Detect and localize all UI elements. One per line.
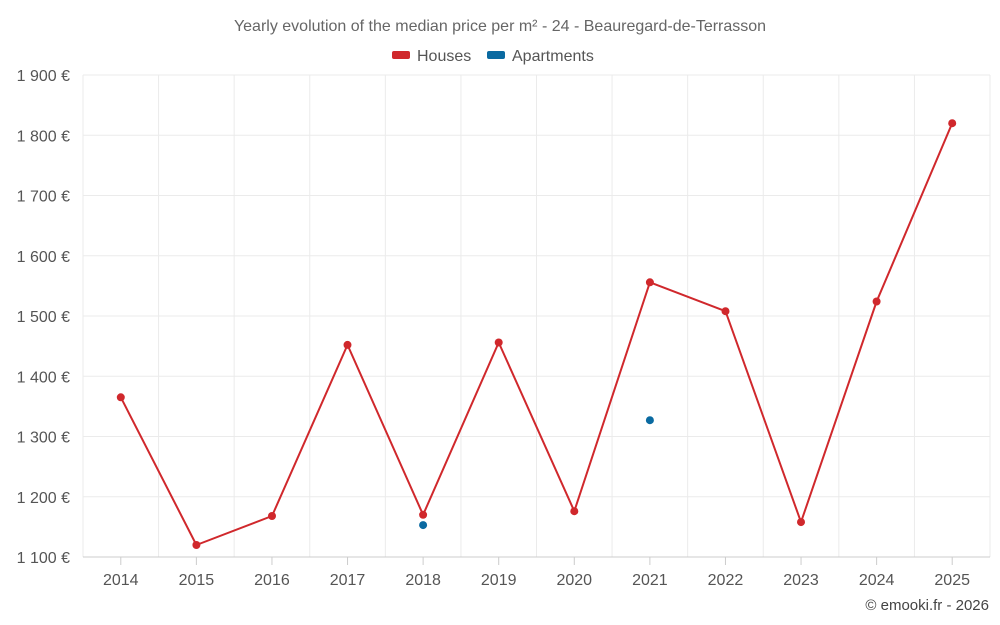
data-point-houses bbox=[721, 307, 730, 316]
data-point-houses bbox=[343, 340, 352, 349]
x-tick-label: 2017 bbox=[330, 572, 366, 589]
x-tick-label: 2025 bbox=[934, 572, 970, 589]
y-tick-label: 1 600 € bbox=[17, 249, 70, 266]
grid-lines bbox=[82, 74, 991, 557]
y-tick-label: 1 400 € bbox=[17, 369, 70, 386]
legend-item-apartments[interactable]: Apartments bbox=[487, 48, 594, 65]
legend-label-apartments: Apartments bbox=[512, 48, 594, 65]
data-point-houses bbox=[948, 119, 957, 128]
credit-text: © emooki.fr - 2026 bbox=[865, 597, 989, 614]
data-point-apartments bbox=[419, 521, 428, 530]
chart-title: Yearly evolution of the median price per… bbox=[234, 18, 766, 35]
data-point-houses bbox=[494, 338, 503, 347]
x-tick-label: 2024 bbox=[859, 572, 895, 589]
data-point-houses bbox=[116, 393, 125, 402]
data-point-houses bbox=[268, 512, 276, 520]
x-tick-label: 2021 bbox=[632, 572, 668, 589]
series-line-houses bbox=[119, 122, 954, 546]
legend-swatch-houses bbox=[392, 51, 410, 59]
x-tick-label: 2019 bbox=[481, 572, 517, 589]
legend-label-houses: Houses bbox=[417, 48, 471, 65]
x-tick-label: 2023 bbox=[783, 572, 819, 589]
data-point-apartments bbox=[645, 416, 654, 425]
y-tick-label: 1 700 € bbox=[17, 189, 70, 206]
x-tick-label: 2014 bbox=[103, 572, 139, 589]
x-tick-label: 2020 bbox=[556, 572, 592, 589]
series bbox=[116, 119, 957, 549]
legend: Houses Apartments bbox=[392, 48, 594, 65]
y-tick-label: 1 300 € bbox=[17, 430, 70, 447]
x-axis: 2014 2015 2016 2017 2018 2019 2020 2021 2022 2023… bbox=[83, 556, 990, 589]
y-tick-label: 1 100 € bbox=[17, 550, 70, 567]
y-tick-label: 1 200 € bbox=[17, 490, 70, 507]
data-point-houses bbox=[192, 541, 201, 549]
data-point-houses bbox=[419, 510, 428, 519]
data-point-houses bbox=[872, 297, 881, 306]
x-tick-label: 2016 bbox=[254, 572, 290, 589]
data-point-houses bbox=[645, 278, 654, 287]
x-tick-label: 2015 bbox=[179, 572, 215, 589]
y-tick-label: 1 500 € bbox=[17, 309, 70, 326]
legend-swatch-apartments bbox=[487, 51, 505, 59]
y-tick-label: 1 800 € bbox=[17, 128, 70, 145]
x-tick-label: 2018 bbox=[405, 572, 441, 589]
data-point-houses bbox=[570, 507, 579, 516]
y-axis: 1 100 € 1 200 € 1 300 € 1 400 € 1 500 € 1 600… bbox=[17, 68, 70, 567]
x-tick-label: 2022 bbox=[708, 572, 744, 589]
data-point-houses bbox=[797, 518, 805, 527]
legend-item-houses[interactable]: Houses bbox=[392, 48, 471, 65]
y-tick-label: 1 900 € bbox=[17, 68, 70, 85]
